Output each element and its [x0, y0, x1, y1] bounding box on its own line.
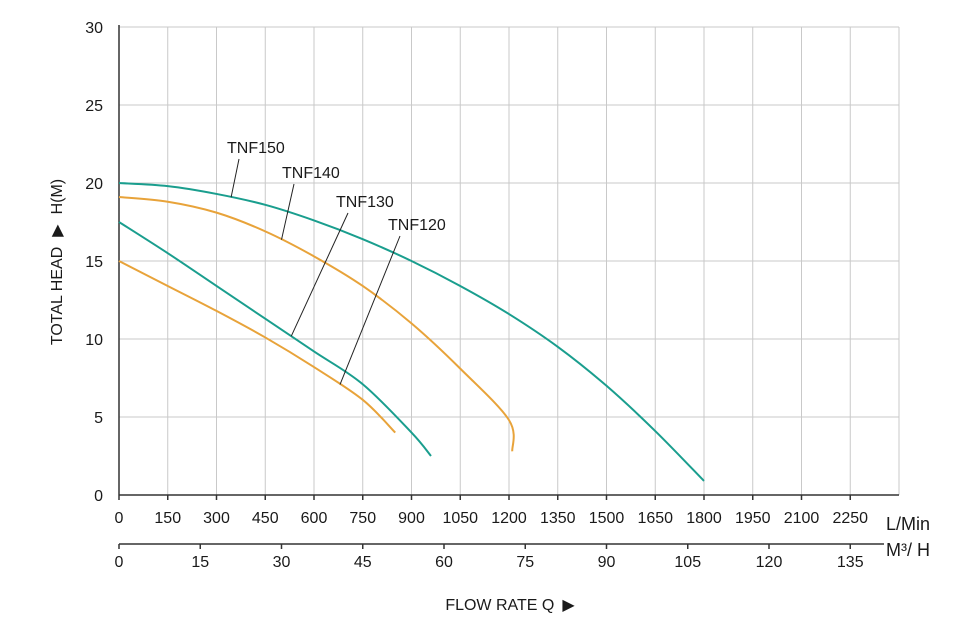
x-primary-tick-label: 1950 [735, 510, 771, 527]
y-tick-label: 5 [94, 410, 103, 427]
y-axis-label: TOTAL HEAD▶H(M) [49, 179, 66, 345]
x-primary-tick-label: 900 [398, 510, 425, 527]
series-line-tnf130 [118, 221, 432, 457]
x-secondary-tick-label: 0 [115, 554, 124, 571]
x-secondary-tick-label: 105 [674, 554, 701, 571]
x-primary-tick-label: 2250 [832, 510, 868, 527]
x-primary-tick-label: 750 [349, 510, 376, 527]
x-primary-tick-label: 1650 [637, 510, 673, 527]
y-arrow-icon: ▶ [49, 224, 66, 237]
annotation-leader-line [290, 212, 349, 337]
x-secondary-tick-label: 45 [354, 554, 372, 571]
y-tick-label: 25 [85, 98, 103, 115]
annotation-label-tnf140: TNF140 [282, 165, 340, 182]
x-secondary-tick-label: 30 [273, 554, 291, 571]
annotation-label-tnf150: TNF150 [227, 140, 285, 157]
x-primary-tick-label: 450 [252, 510, 279, 527]
grid [118, 26, 900, 496]
axis-labels: TOTAL HEAD▶H(M) FLOW RATE Q ▶ L/Min M³/ H [49, 179, 930, 614]
y-tick-label: 10 [85, 332, 103, 349]
annotation-leader-line [230, 158, 240, 198]
y-tick-label: 20 [85, 176, 103, 193]
y-tick-label: 15 [85, 254, 103, 271]
x-secondary-tick-label: 135 [837, 554, 864, 571]
x-secondary-tick-label: 60 [435, 554, 453, 571]
x-secondary-tick-label: 120 [756, 554, 783, 571]
x-secondary-unit: M³/ H [886, 540, 930, 560]
y-tick-label: 0 [94, 488, 103, 505]
x-primary-unit: L/Min [886, 514, 930, 534]
series-line-tnf150 [118, 182, 705, 482]
annotation-label-tnf130: TNF130 [336, 194, 394, 211]
annotation-leader-line [339, 235, 401, 385]
y-tick-label: 30 [85, 20, 103, 37]
x-primary-tick-label: 1500 [589, 510, 625, 527]
x-arrow-icon: ▶ [562, 597, 575, 614]
x-primary-tick-label: 2100 [784, 510, 820, 527]
x-primary-tick-label: 150 [154, 510, 181, 527]
x-primary-tick-label: 0 [115, 510, 124, 527]
x-secondary-tick-label: 90 [598, 554, 616, 571]
annotation-leader-line [281, 183, 295, 240]
series-annotations: TNF150 TNF140 TNF130 TNF120 [227, 140, 446, 385]
x-primary-tick-label: 1050 [442, 510, 478, 527]
series-line-tnf120 [118, 260, 396, 434]
x-primary-tick-label: 1800 [686, 510, 722, 527]
x-secondary-tick-label: 75 [516, 554, 534, 571]
x-primary-tick-label: 1200 [491, 510, 527, 527]
annotation-label-tnf120: TNF120 [388, 217, 446, 234]
x-axis-label: FLOW RATE Q ▶ [445, 597, 575, 614]
x-primary-tick-label: 600 [301, 510, 328, 527]
series-line-tnf140 [118, 196, 515, 452]
x-secondary-tick-label: 15 [191, 554, 209, 571]
series-lines [118, 182, 705, 482]
x-primary-tick-label: 1350 [540, 510, 576, 527]
x-primary-tick-label: 300 [203, 510, 230, 527]
